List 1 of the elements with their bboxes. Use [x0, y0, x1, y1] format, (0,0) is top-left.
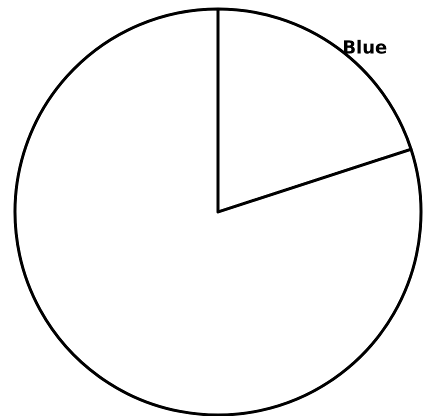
slice-label: Blue	[342, 37, 388, 58]
